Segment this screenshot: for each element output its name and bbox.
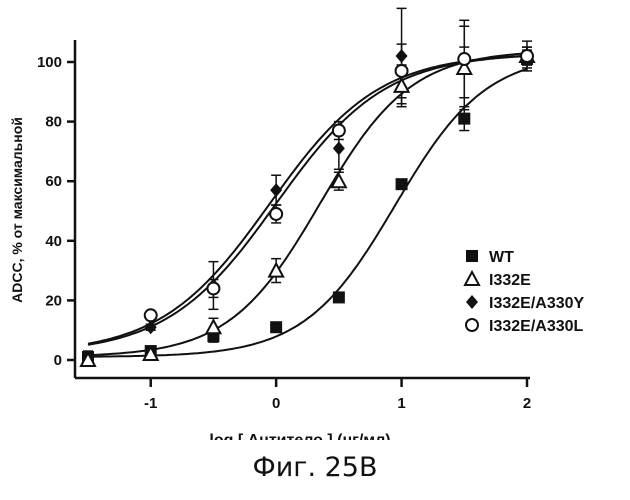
fit-curves bbox=[87, 52, 528, 358]
y-tick-label: 0 bbox=[54, 352, 62, 369]
data-point-i332e bbox=[267, 261, 285, 278]
data-point-i332e-a330l bbox=[206, 281, 221, 296]
y-tick-label: 80 bbox=[45, 114, 62, 131]
fit-curve-wt bbox=[87, 67, 528, 358]
data-point-i332e bbox=[392, 76, 411, 93]
data-point-wt bbox=[332, 291, 345, 304]
data-points bbox=[79, 46, 536, 367]
data-point-i332e-a330l bbox=[269, 206, 284, 221]
y-tick-label: 100 bbox=[37, 54, 62, 71]
fit-curve-i332e-a330l bbox=[87, 55, 528, 346]
x-axis-title: log [ Антитело ] (нг/мл) bbox=[209, 432, 390, 440]
fit-curve-i332e bbox=[87, 52, 528, 357]
data-point-i332e bbox=[142, 344, 160, 362]
data-point-i332e bbox=[204, 318, 223, 335]
data-point-i332e-a330l bbox=[457, 52, 472, 67]
data-point-i332e-a330y bbox=[332, 141, 345, 156]
fit-curve-i332e-a330y bbox=[87, 54, 528, 345]
data-point-i332e bbox=[455, 58, 473, 75]
y-axis-title: ADCC, % от максимальной bbox=[9, 117, 25, 303]
data-point-i332e-a330y bbox=[395, 49, 408, 64]
x-tick-label: 0 bbox=[272, 395, 280, 412]
legend-label-i332e-a330y: I332E/A330Y bbox=[489, 295, 585, 312]
x-tick-label: 2 bbox=[523, 395, 531, 412]
y-tick-label: 20 bbox=[45, 292, 62, 309]
legend-label-i332e-a330l: I332E/A330L bbox=[489, 318, 584, 335]
data-point-wt bbox=[395, 178, 408, 191]
figure-caption: Фиг. 25В bbox=[252, 452, 378, 483]
data-point-wt bbox=[458, 112, 471, 125]
axes: 0 20 40 60 80 100 -1 0 1 2 bbox=[37, 40, 531, 412]
legend-marker-i332e bbox=[463, 269, 481, 286]
data-point-i332e-a330l bbox=[394, 63, 409, 78]
legend-marker-i332e-a330l bbox=[465, 318, 479, 332]
data-point-i332e-a330y bbox=[270, 183, 283, 198]
legend-label-i332e: I332E bbox=[489, 272, 531, 289]
data-point-i332e-a330l bbox=[331, 123, 346, 138]
data-point-wt bbox=[270, 321, 283, 334]
chart: 0 20 40 60 80 100 -1 0 1 2 WT I332E I332E/A330Y I332… bbox=[9, 7, 585, 440]
data-point-i332e bbox=[330, 172, 348, 189]
x-tick-label: 1 bbox=[397, 395, 405, 412]
y-tick-label: 60 bbox=[45, 173, 62, 190]
x-tick-label: -1 bbox=[144, 395, 157, 412]
legend-marker-wt bbox=[466, 250, 478, 262]
y-tick-label: 40 bbox=[45, 233, 62, 250]
legend-marker-i332e-a330y bbox=[466, 295, 478, 309]
legend-label-wt: WT bbox=[489, 249, 514, 266]
data-point-i332e-a330l bbox=[520, 49, 534, 64]
data-point-i332e-a330l bbox=[143, 308, 158, 323]
data-point-i332e-a330y bbox=[144, 320, 157, 335]
data-point-i332e bbox=[79, 350, 97, 367]
legend: WT I332E I332E/A330Y I332E/A330L bbox=[463, 249, 585, 335]
